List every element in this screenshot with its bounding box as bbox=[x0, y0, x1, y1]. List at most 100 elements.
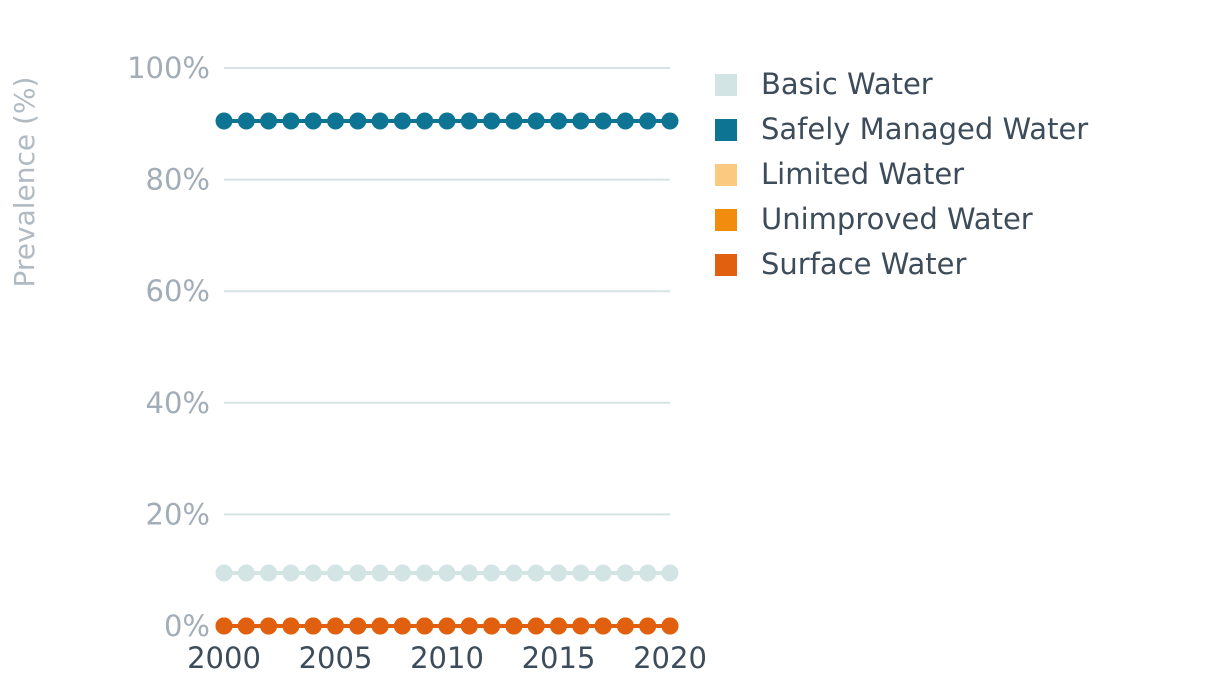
y-tick-label: 40% bbox=[146, 386, 210, 420]
data-point bbox=[237, 564, 255, 582]
data-point bbox=[416, 617, 434, 635]
legend-swatch bbox=[715, 73, 737, 96]
data-point bbox=[594, 617, 612, 635]
series-surface-water bbox=[215, 617, 679, 635]
data-point bbox=[416, 112, 434, 130]
legend-swatch bbox=[715, 163, 737, 186]
data-point bbox=[215, 112, 233, 130]
data-point bbox=[550, 564, 567, 582]
data-point bbox=[393, 112, 411, 130]
data-point bbox=[237, 112, 255, 130]
data-point bbox=[505, 564, 523, 582]
legend-swatch bbox=[715, 118, 737, 141]
series-safely-managed-water bbox=[215, 112, 679, 130]
y-tick-label: 80% bbox=[146, 163, 210, 197]
data-point bbox=[639, 617, 657, 635]
data-point bbox=[460, 617, 478, 635]
y-tick-label: 0% bbox=[164, 609, 210, 643]
data-point bbox=[527, 112, 545, 130]
data-point bbox=[237, 617, 255, 635]
data-point bbox=[260, 617, 278, 635]
legend-item-surface-water: Surface Water bbox=[715, 242, 1088, 287]
data-point bbox=[393, 617, 411, 635]
data-point bbox=[282, 112, 300, 130]
legend-label: Limited Water bbox=[761, 157, 965, 191]
data-point bbox=[260, 564, 278, 582]
legend-swatch bbox=[715, 253, 737, 276]
data-point bbox=[572, 564, 590, 582]
data-point bbox=[438, 564, 456, 582]
data-point bbox=[215, 617, 233, 635]
data-point bbox=[661, 617, 679, 635]
data-point bbox=[639, 112, 657, 130]
data-point bbox=[327, 112, 344, 130]
data-point bbox=[438, 112, 456, 130]
data-point bbox=[527, 617, 545, 635]
data-point bbox=[505, 617, 523, 635]
data-point bbox=[639, 564, 657, 582]
series-basic-water bbox=[215, 564, 679, 582]
x-axis-ticks: 2000 2005 2010 2015 2020 bbox=[187, 641, 707, 675]
data-point bbox=[349, 112, 367, 130]
x-tick-label: 2000 bbox=[187, 641, 261, 675]
data-point bbox=[215, 564, 233, 582]
data-point bbox=[505, 112, 523, 130]
legend-swatch bbox=[715, 208, 737, 231]
data-point bbox=[304, 112, 322, 130]
data-point bbox=[260, 112, 278, 130]
y-tick-label: 20% bbox=[146, 497, 210, 531]
legend-item-limited-water: Limited Water bbox=[715, 152, 1088, 197]
y-tick-label: 100% bbox=[127, 51, 210, 85]
legend-item-unimproved-water: Unimproved Water bbox=[715, 197, 1088, 242]
legend-item-basic-water: Basic Water bbox=[715, 62, 1088, 107]
x-tick-label: 2015 bbox=[522, 641, 596, 675]
x-tick-label: 2020 bbox=[633, 641, 707, 675]
legend-item-safely-managed-water: Safely Managed Water bbox=[715, 107, 1088, 152]
data-point bbox=[438, 617, 456, 635]
data-point bbox=[282, 617, 300, 635]
data-point bbox=[416, 564, 434, 582]
data-point bbox=[371, 564, 389, 582]
data-point bbox=[282, 564, 300, 582]
y-axis-title: Prevalence (%) bbox=[8, 77, 41, 288]
data-point bbox=[572, 112, 590, 130]
legend-label: Unimproved Water bbox=[761, 202, 1033, 236]
legend: Basic Water Safely Managed Water Limited… bbox=[715, 62, 1088, 287]
data-point bbox=[304, 617, 322, 635]
y-tick-label: 60% bbox=[146, 274, 210, 308]
x-tick-label: 2005 bbox=[299, 641, 373, 675]
data-point bbox=[483, 112, 501, 130]
data-point bbox=[550, 617, 567, 635]
data-point bbox=[393, 564, 411, 582]
gridlines bbox=[224, 67, 670, 516]
data-point bbox=[661, 564, 679, 582]
legend-label: Basic Water bbox=[761, 67, 933, 101]
data-point bbox=[616, 112, 634, 130]
data-point bbox=[371, 617, 389, 635]
data-point bbox=[349, 564, 367, 582]
data-point bbox=[483, 617, 501, 635]
data-point bbox=[371, 112, 389, 130]
y-axis-ticks: 0% 20% 40% 60% 80% 100% bbox=[127, 51, 210, 643]
data-point bbox=[327, 564, 344, 582]
data-point bbox=[460, 564, 478, 582]
series-markers bbox=[215, 112, 679, 635]
data-point bbox=[616, 564, 634, 582]
data-point bbox=[483, 564, 501, 582]
data-point bbox=[661, 112, 679, 130]
data-point bbox=[527, 564, 545, 582]
legend-label: Surface Water bbox=[761, 247, 967, 281]
data-point bbox=[594, 112, 612, 130]
data-point bbox=[594, 564, 612, 582]
data-point bbox=[349, 617, 367, 635]
data-point bbox=[327, 617, 344, 635]
data-point bbox=[572, 617, 590, 635]
legend-label: Safely Managed Water bbox=[761, 112, 1089, 146]
data-point bbox=[550, 112, 567, 130]
data-point bbox=[304, 564, 322, 582]
x-tick-label: 2010 bbox=[410, 641, 484, 675]
data-point bbox=[460, 112, 478, 130]
data-point bbox=[616, 617, 634, 635]
